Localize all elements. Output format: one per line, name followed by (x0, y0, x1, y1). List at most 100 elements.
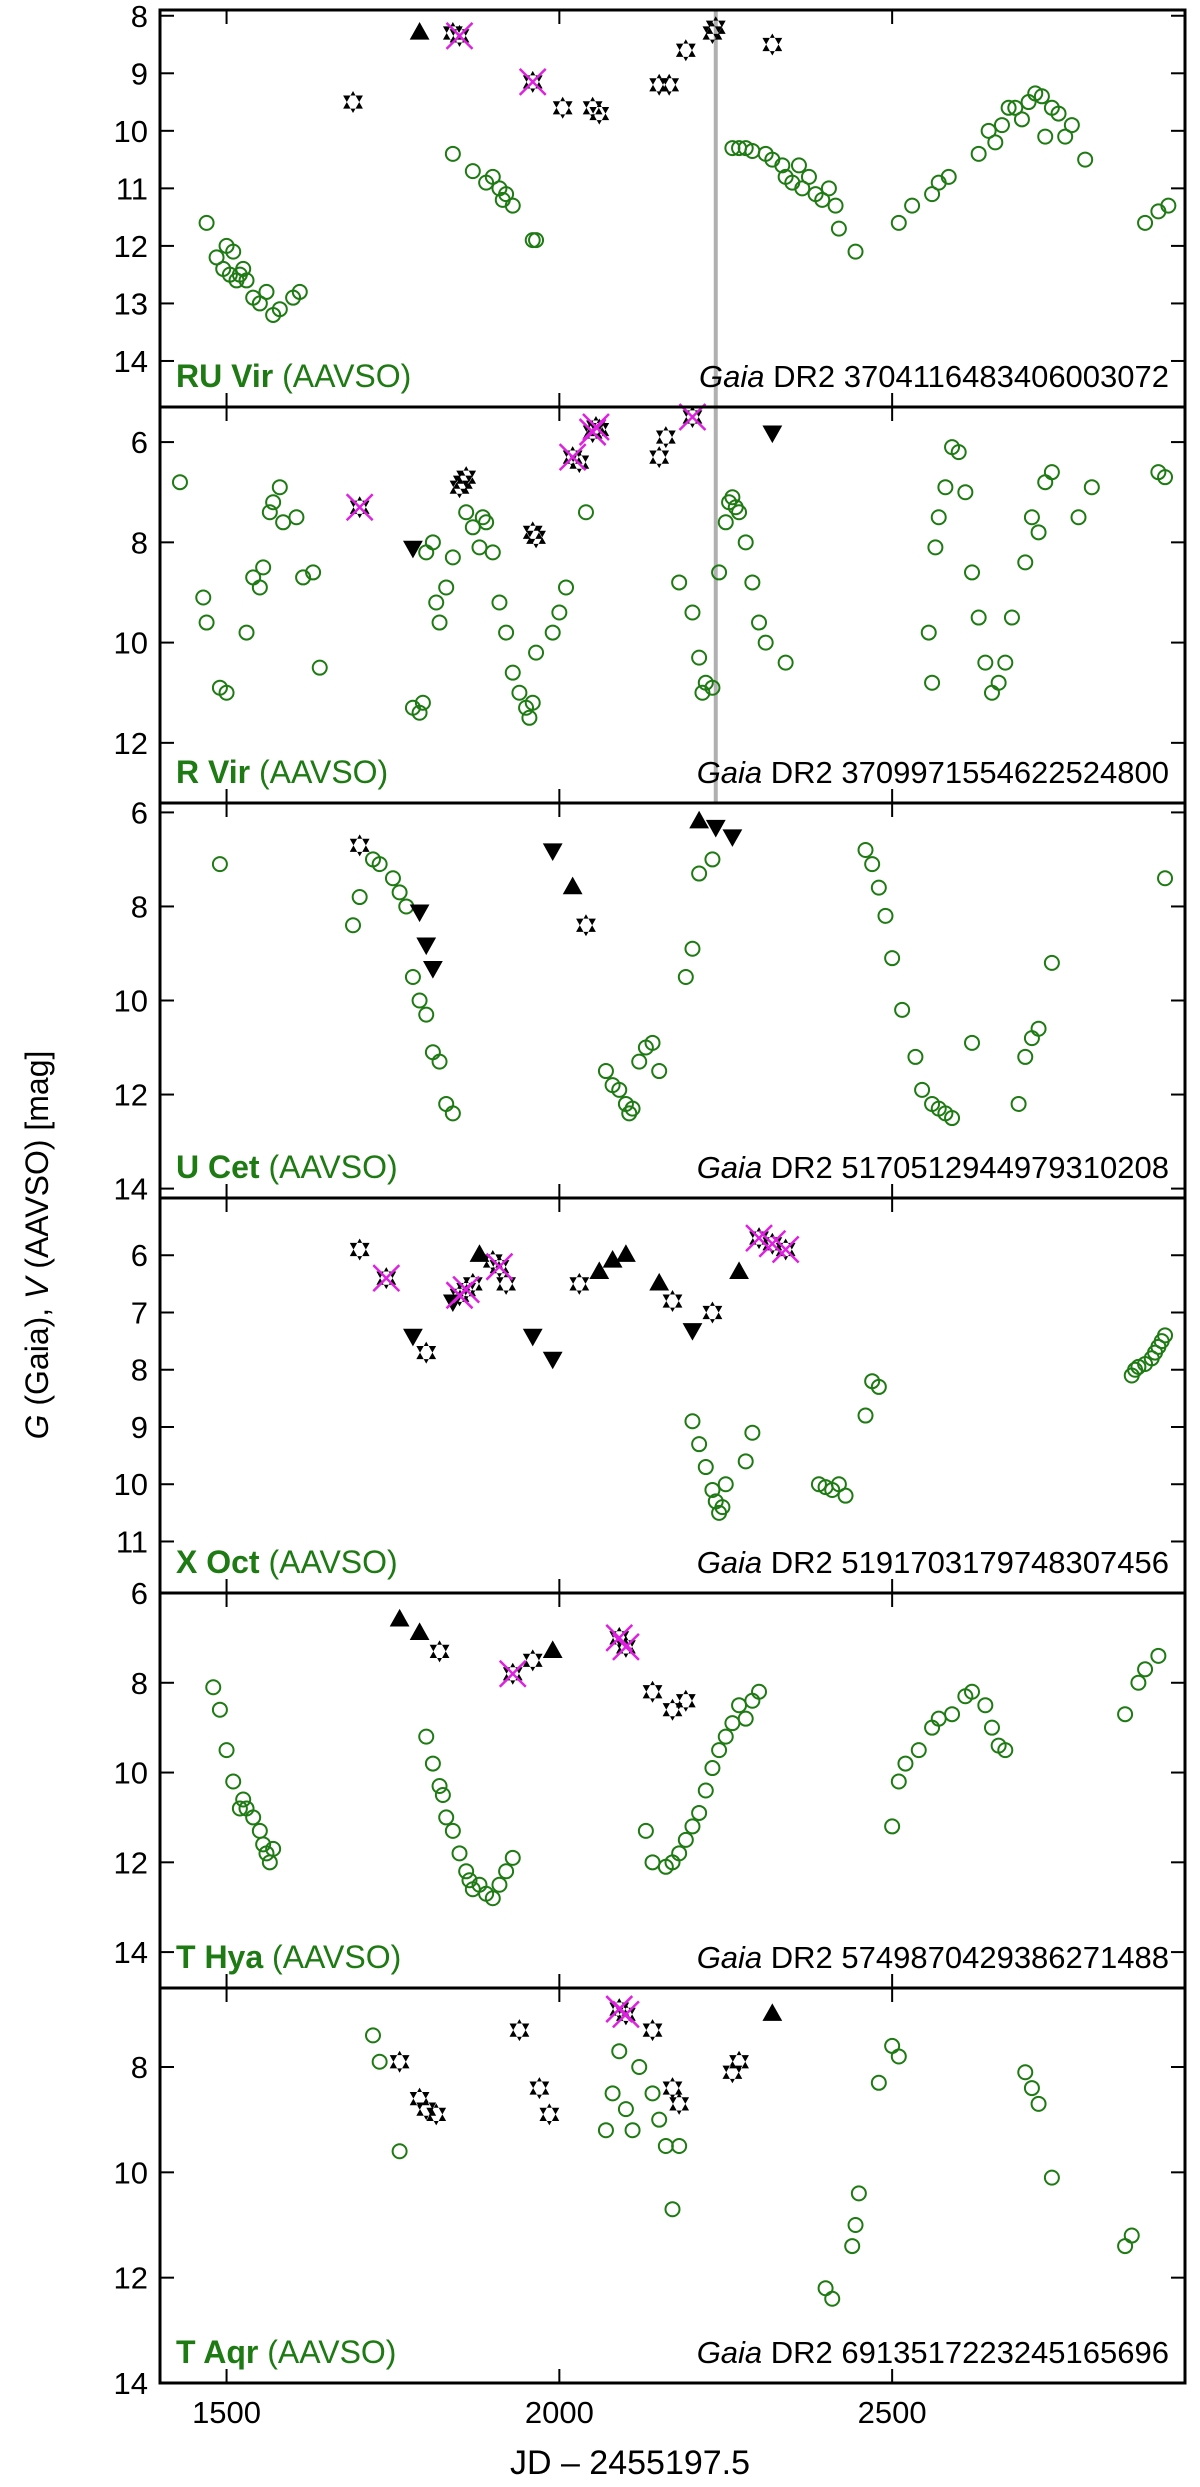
gaia-point-star (662, 2077, 683, 2100)
aavso-point (651, 1063, 668, 1080)
y-tick-label: 14 (114, 344, 148, 379)
aavso-point (684, 1413, 701, 1430)
gaia-point-triangle (542, 1640, 563, 1658)
aavso-point (1017, 554, 1034, 571)
aavso-point (890, 214, 907, 231)
aavso-point (384, 870, 401, 887)
aavso-point (444, 1105, 461, 1122)
aavso-point (265, 1840, 282, 1857)
aavso-point (1063, 117, 1080, 134)
gaia-point-triangle (469, 1244, 490, 1262)
aavso-point (265, 494, 282, 511)
gaia-point-star (529, 2077, 550, 2100)
aavso-point (737, 534, 754, 551)
gaia-source-id: DR2 3709971554622524800 (762, 755, 1169, 790)
aavso-point (857, 1407, 874, 1424)
aavso-point (1023, 2080, 1040, 2097)
gaia-point-star (762, 33, 783, 56)
y-tick-label: 8 (131, 1666, 148, 1701)
aavso-point (644, 1034, 661, 1051)
aavso-point (691, 649, 708, 666)
aavso-point (225, 243, 242, 260)
data-source: (AAVSO) (273, 358, 411, 394)
gaia-point-star (509, 2019, 530, 2042)
aavso-point (225, 1773, 242, 1790)
aavso-point (424, 534, 441, 551)
gaia-point-star (539, 2103, 560, 2126)
gaia-point-star (416, 1341, 437, 1364)
gaia-source-id: DR2 5170512944979310208 (762, 1150, 1169, 1185)
gaia-flag-cross (345, 493, 374, 522)
gaia-point-star (429, 1640, 450, 1663)
gaia-point-triangle (729, 1261, 749, 1280)
aavso-point (1150, 1647, 1167, 1664)
gaia-point-star (675, 1689, 696, 1712)
aavso-point (1017, 1048, 1034, 1065)
aavso-point (411, 704, 428, 721)
aavso-point (424, 1044, 441, 1061)
aavso-point (521, 709, 538, 726)
y-tick-label: 14 (114, 1172, 148, 1207)
y-tick-label: 12 (114, 2261, 148, 2296)
aavso-point (744, 1424, 761, 1441)
aavso-point (1160, 197, 1177, 214)
y-tick-label: 8 (131, 1353, 148, 1388)
aavso-point (511, 684, 528, 701)
y-tick-label: 11 (116, 1524, 148, 1559)
gaia-point-triangle (649, 1272, 670, 1291)
aavso-point (498, 1863, 515, 1880)
aavso-point (980, 122, 997, 139)
gaia-point-star (343, 91, 363, 114)
aavso-point (371, 2053, 388, 2070)
panel-t-hya: 6 8 10 12 14 T Hya (AAVSO) Gaia DR2 5749870429… (114, 1576, 1187, 1990)
aavso-point (235, 260, 252, 277)
data-source: (AAVSO) (258, 2334, 396, 2370)
aavso-point (1117, 2238, 1134, 2255)
aavso-point (944, 1110, 961, 1127)
gaia-point-star (416, 2098, 437, 2121)
aavso-point (877, 907, 894, 924)
aavso-point (957, 484, 974, 501)
aavso-point (604, 2085, 621, 2102)
aavso-point (504, 197, 521, 214)
aavso-point (691, 1804, 708, 1821)
gaia-point-star (452, 471, 473, 494)
aavso-point (850, 2185, 867, 2202)
aavso-point (498, 624, 515, 641)
aavso-point (1037, 128, 1054, 145)
aavso-point (261, 504, 278, 521)
gaia-point-triangle (542, 1351, 563, 1370)
gaia-point-triangle (422, 960, 443, 979)
aavso-point (617, 2101, 634, 2118)
gaia-source-id: DR2 5749870429386271488 (762, 1940, 1169, 1975)
gaia-id-label: Gaia DR2 5749870429386271488 (697, 1940, 1169, 1975)
y-tick-label: 6 (131, 1576, 148, 1611)
aavso-point (827, 197, 844, 214)
aavso-point (924, 674, 941, 691)
aavso-point (1157, 1327, 1174, 1344)
gaia-word: Gaia (699, 359, 764, 394)
gaia-point-star (552, 96, 573, 119)
aavso-point (1037, 474, 1054, 491)
star-label: T Aqr (AAVSO) (176, 2334, 396, 2370)
aavso-point (691, 1436, 708, 1453)
aavso-point (1050, 105, 1067, 122)
aavso-point (261, 1854, 278, 1871)
aavso-point (351, 889, 368, 906)
aavso-point (964, 1034, 981, 1051)
aavso-point (897, 1755, 914, 1772)
aavso-point (1000, 99, 1017, 116)
aavso-point (711, 1742, 728, 1759)
aavso-point (814, 191, 831, 208)
aavso-point (990, 674, 1007, 691)
aavso-point (631, 1053, 648, 1070)
gaia-point-star (655, 426, 676, 449)
x-tick-label: 1500 (192, 2395, 261, 2430)
y-tick-label: 10 (114, 1467, 148, 1502)
gaia-point-star (582, 96, 603, 119)
aavso-point (484, 544, 501, 561)
gaia-point-star (522, 521, 543, 544)
gaia-flag-cross (771, 1235, 800, 1264)
aavso-point (255, 1836, 272, 1853)
aavso-point (637, 1822, 654, 1839)
